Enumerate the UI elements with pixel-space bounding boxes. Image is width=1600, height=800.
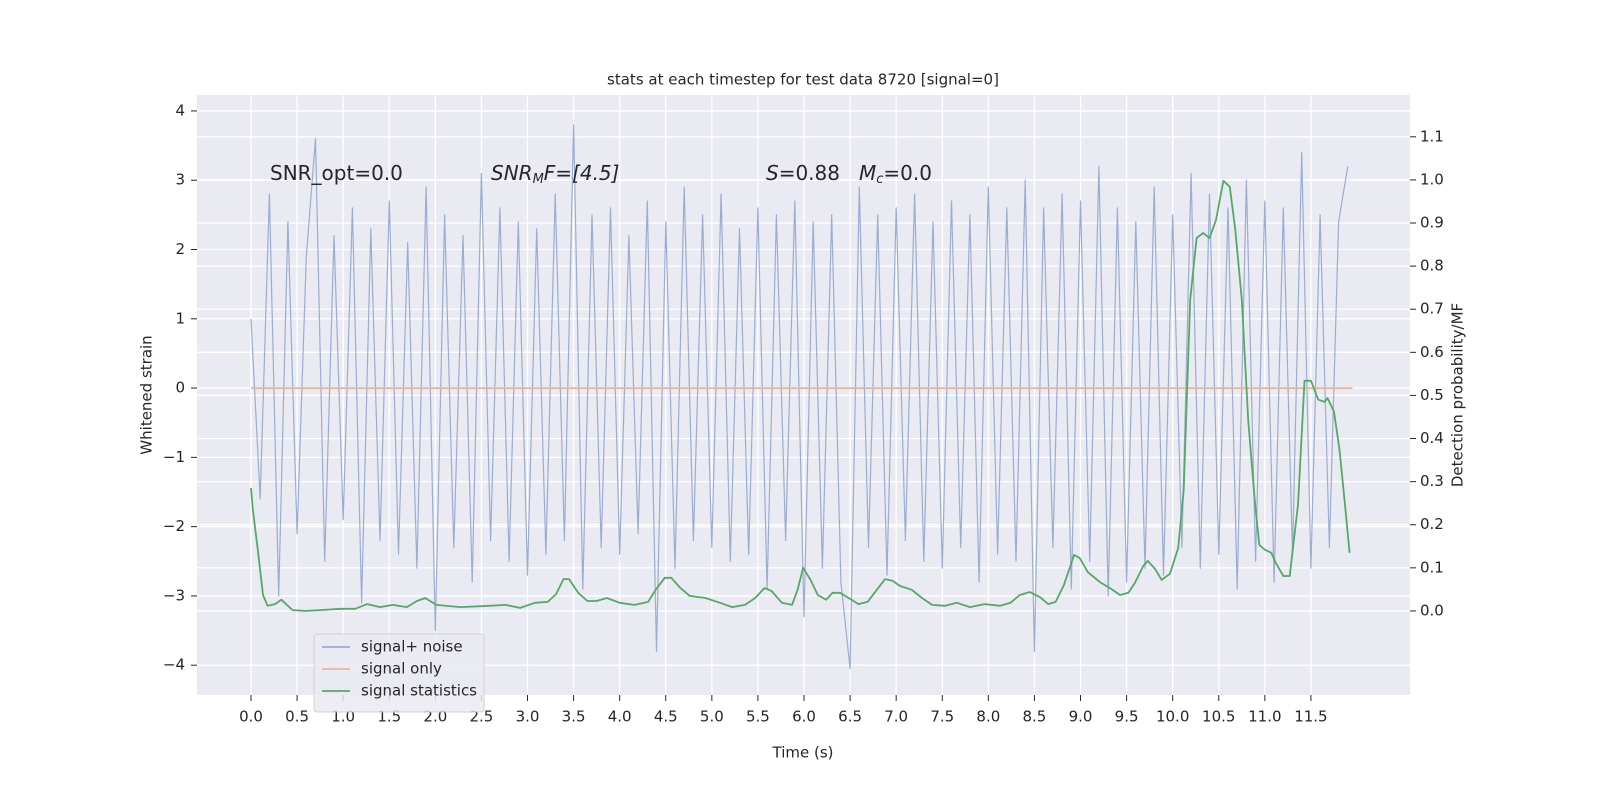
y-tick-label: 3	[175, 171, 185, 189]
legend-label: signal+ noise	[361, 638, 463, 656]
chart-title: stats at each timestep for test data 872…	[607, 71, 999, 89]
x-tick-label: 4.0	[608, 708, 632, 726]
x-tick-label: 7.5	[930, 708, 954, 726]
x-axis-label: Time (s)	[772, 744, 834, 762]
legend-label: signal statistics	[361, 682, 477, 700]
annotation-text: =0.0	[883, 161, 932, 185]
y2-tick-label: 0.4	[1420, 429, 1444, 447]
x-tick-label: 6.5	[838, 708, 862, 726]
x-tick-label: 9.0	[1069, 708, 1093, 726]
y-tick-label: 2	[175, 240, 185, 258]
x-tick-label: 0.0	[239, 708, 263, 726]
annotation-text: M	[859, 161, 876, 185]
y2-tick-label: 0.0	[1420, 601, 1444, 619]
x-tick-label: 11.5	[1294, 708, 1327, 726]
annotation-subscript: M	[533, 172, 544, 187]
x-tick-label: 5.0	[700, 708, 724, 726]
x-tick-label: 5.5	[746, 708, 770, 726]
y2-tick-label: 0.1	[1420, 558, 1444, 576]
annotation: Mc=0.0	[859, 161, 932, 187]
x-tick-label: 10.0	[1156, 708, 1189, 726]
y2-tick-label: 0.7	[1420, 300, 1444, 318]
x-tick-label: 7.0	[884, 708, 908, 726]
y2-tick-label: 0.5	[1420, 386, 1444, 404]
annotation: S=0.88	[766, 161, 840, 185]
x-tick-label: 8.5	[1022, 708, 1046, 726]
y-tick-label: −3	[163, 586, 185, 604]
y-tick-label: −4	[163, 656, 185, 674]
x-tick-label: 3.0	[516, 708, 540, 726]
y2-tick-label: 1.1	[1420, 127, 1444, 145]
series-line	[250, 124, 1349, 670]
annotation: SNR_opt=0.0	[270, 161, 403, 185]
y-tick-label: 0	[175, 379, 185, 397]
x-tick-label: 9.5	[1115, 708, 1139, 726]
y-tick-label: 1	[175, 309, 185, 327]
legend-box	[313, 633, 485, 713]
y-axis-label: Whitened strain	[138, 335, 156, 454]
x-tick-label: 6.0	[792, 708, 816, 726]
x-tick-label: 8.0	[976, 708, 1000, 726]
legend-label: signal only	[361, 660, 442, 678]
y2-tick-label: 0.8	[1420, 257, 1444, 275]
series-line	[250, 179, 1351, 612]
y2-tick-label: 0.3	[1420, 472, 1444, 490]
annotation: SNRMF=[4.5]	[491, 161, 619, 187]
annotation-text: SNR_opt=0.0	[270, 161, 403, 185]
x-tick-label: 4.5	[654, 708, 678, 726]
y-tick-label: 4	[175, 101, 185, 119]
x-tick-label: 0.5	[285, 708, 309, 726]
y2-tick-label: 0.9	[1420, 214, 1444, 232]
x-tick-label: 11.0	[1248, 708, 1281, 726]
y-tick-label: −1	[163, 448, 185, 466]
annotation-text: =0.88	[779, 161, 840, 185]
y2-tick-label: 1.0	[1420, 170, 1444, 188]
x-tick-label: 10.5	[1202, 708, 1235, 726]
y-tick-label: −2	[163, 517, 185, 535]
y2-tick-label: 0.6	[1420, 343, 1444, 361]
x-tick-label: 3.5	[562, 708, 586, 726]
annotation-text: F=[4.5]	[544, 161, 620, 185]
annotation-text: SNR	[491, 161, 533, 185]
y2-tick-label: 0.2	[1420, 515, 1444, 533]
annotation-subscript: c	[876, 172, 883, 187]
y2-axis-label: Detection probability/MF	[1449, 303, 1467, 487]
annotation-text: S	[766, 161, 779, 185]
